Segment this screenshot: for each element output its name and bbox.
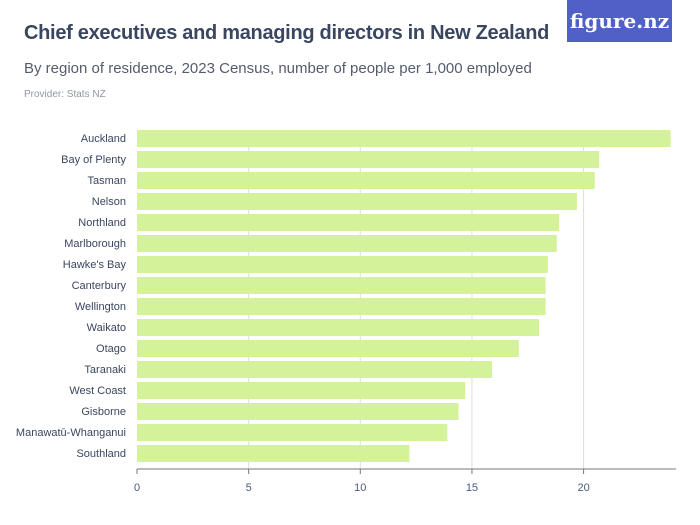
chart-subtitle: By region of residence, 2023 Census, num… [24, 60, 532, 77]
chart-title: Chief executives and managing directors … [24, 22, 550, 44]
category-label: Otago [96, 343, 126, 355]
bar [137, 319, 539, 336]
category-label: Manawatū-Whanganui [16, 427, 126, 439]
bar [137, 277, 546, 294]
category-label: Canterbury [72, 280, 127, 292]
bar [137, 382, 466, 399]
bar [137, 361, 493, 378]
x-tick-label: 5 [246, 482, 252, 494]
bar [137, 235, 557, 252]
category-label: Wellington [75, 301, 126, 313]
bar [137, 298, 546, 315]
category-label: Tasman [87, 175, 126, 187]
figure-nz-logo[interactable]: figure.nz [567, 0, 672, 42]
bar [137, 151, 600, 168]
x-tick-label: 0 [134, 482, 140, 494]
x-tick-label: 20 [577, 482, 589, 494]
category-label: Taranaki [84, 364, 126, 376]
bar [137, 130, 671, 147]
category-label: Waikato [87, 322, 126, 334]
provider-label: Provider: Stats NZ [24, 89, 106, 100]
x-tick-label: 15 [466, 482, 478, 494]
bar [137, 214, 560, 231]
x-tick-label: 10 [354, 482, 366, 494]
bar [137, 403, 459, 420]
category-label: Gisborne [81, 406, 126, 418]
category-label: Bay of Plenty [61, 154, 126, 166]
bar [137, 172, 595, 189]
category-label: Hawke's Bay [63, 259, 127, 271]
category-label: Nelson [92, 196, 126, 208]
category-label: Southland [76, 448, 126, 460]
bar [137, 256, 548, 273]
bar [137, 424, 448, 441]
category-label: Marlborough [64, 238, 126, 250]
category-label: West Coast [69, 385, 126, 397]
category-label: Northland [78, 217, 126, 229]
bar [137, 193, 577, 210]
bar [137, 445, 410, 462]
category-label: Auckland [81, 133, 126, 145]
bar [137, 340, 519, 357]
